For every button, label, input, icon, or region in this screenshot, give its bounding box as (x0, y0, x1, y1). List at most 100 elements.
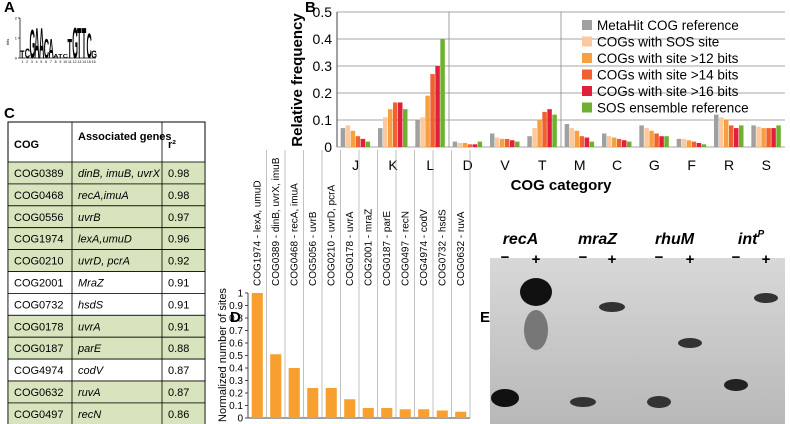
bar (719, 117, 724, 147)
panel-label: D (230, 309, 241, 326)
x-tick-label: COG1974 - lexA, umuD (252, 180, 263, 286)
bar (681, 138, 687, 147)
table-cell: lexA,umuD (78, 234, 132, 246)
y-tick-label: 0.9 (229, 301, 243, 312)
bar (761, 128, 766, 147)
lane-label: mraZ (578, 231, 618, 248)
x-tick-label: COG0187 - parE (382, 211, 393, 286)
y-tick-label: 0.3 (229, 376, 243, 387)
y-tick-label: 0.6 (229, 339, 243, 350)
logo-position: 13 (77, 60, 81, 64)
legend-label: COGs with SOS site (597, 35, 719, 50)
bar (452, 141, 458, 147)
bar (649, 130, 654, 147)
bar (547, 109, 552, 147)
table-cell: dinB, imuB, uvrX (78, 168, 161, 180)
bar (415, 120, 420, 147)
table-cell: 0.92 (168, 256, 189, 268)
table-cell: recN (78, 409, 101, 421)
bar (686, 140, 692, 147)
logo-letter: A (39, 19, 44, 68)
bar (455, 411, 467, 418)
table-cell: 0.91 (168, 278, 189, 290)
bar (462, 142, 468, 147)
bar (388, 109, 393, 147)
x-tick-label: M (574, 157, 586, 173)
x-tick-label: COG0497 - recN (400, 211, 411, 286)
table-cell: 0.87 (168, 387, 189, 399)
logo-position: 7 (50, 60, 52, 64)
bar (472, 144, 478, 147)
logo-position: 15 (87, 60, 91, 64)
x-tick-label: COG0210 - uvrD, pcrA (326, 185, 337, 286)
logo-letter: C (87, 28, 92, 67)
logo-letter: A (34, 19, 39, 68)
legend-swatch (582, 86, 592, 96)
bar (734, 128, 739, 147)
y-tick-label: 0.5 (229, 351, 243, 362)
bar (691, 141, 697, 147)
bar (569, 128, 575, 147)
bar (362, 408, 374, 418)
x-tick-label: T (538, 157, 547, 173)
logo-letter: C (44, 35, 49, 65)
bar (579, 136, 585, 147)
bar (751, 125, 756, 147)
lane-label: intP (738, 229, 765, 248)
y-tick-label: 0.4 (229, 364, 243, 375)
bar (756, 126, 761, 147)
lane-name: int (738, 231, 758, 248)
legend-swatch (582, 36, 592, 47)
table-cell: COG0732 (14, 299, 64, 311)
table-cell: COG2001 (14, 278, 64, 290)
minus: − (732, 249, 741, 266)
table-cell: COG0178 (14, 321, 64, 333)
bar (500, 138, 505, 147)
x-tick-label: COG4974 - codV (419, 209, 430, 286)
bar (696, 142, 702, 147)
bar (552, 114, 557, 147)
bar (664, 136, 669, 147)
x-tick-label: J (352, 157, 359, 173)
plus: + (686, 251, 695, 268)
bar (378, 128, 383, 147)
legend-swatch (582, 53, 592, 63)
plus: + (532, 251, 541, 268)
bar (490, 133, 495, 147)
bar (251, 293, 263, 418)
bar (457, 142, 463, 147)
bar (654, 133, 659, 147)
bar (776, 125, 781, 147)
bar (350, 130, 356, 147)
bar (288, 368, 300, 418)
bar (676, 138, 682, 147)
x-tick-label: G (649, 157, 660, 173)
logo-letter: G (72, 19, 78, 68)
table-cell: hsdS (78, 299, 104, 311)
plus: + (762, 251, 771, 268)
bar (344, 399, 356, 418)
table-header: COG (14, 139, 39, 151)
bar (714, 114, 719, 147)
logo-position: 6 (45, 60, 47, 64)
bar (639, 125, 644, 147)
y-tick-label: 0.2 (313, 85, 333, 101)
legend-swatch (582, 20, 592, 30)
table-cell: COG0497 (14, 409, 64, 421)
bar (564, 124, 570, 147)
x-tick-label: COG0178 - uvrA (345, 211, 356, 286)
table-cell: 0.98 (168, 190, 189, 202)
y-tick-label: 0.2 (229, 389, 243, 400)
logo-letter: T (77, 19, 81, 68)
bar (365, 141, 371, 147)
minus: − (579, 249, 588, 266)
bar (381, 408, 393, 418)
table-cell: 0.97 (168, 212, 189, 224)
bar (627, 141, 632, 147)
table-cell: uvrD, pcrA (78, 256, 130, 268)
y-tick-label: 0.1 (313, 112, 333, 128)
table-cell: codV (78, 365, 105, 377)
logo-letter: T (68, 35, 73, 65)
table-cell: 0.87 (168, 365, 189, 377)
